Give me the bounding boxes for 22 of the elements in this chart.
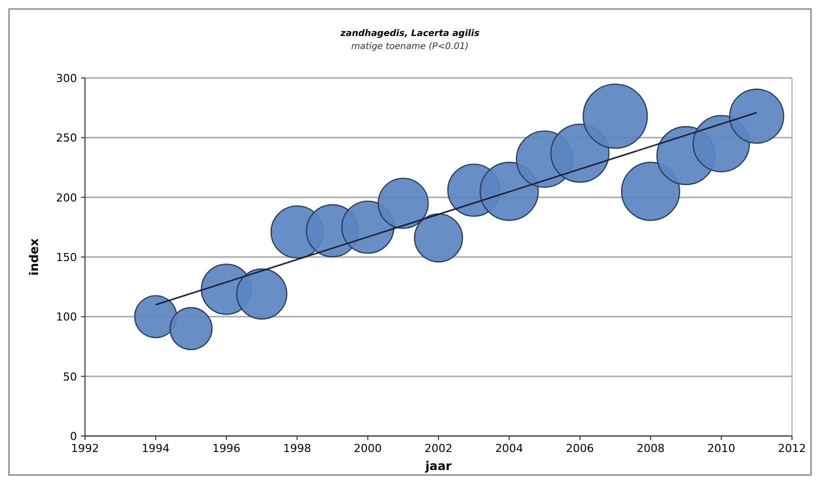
x-tick-label: 2012: [778, 442, 806, 455]
x-tick-label: 1994: [142, 442, 170, 455]
y-tick-label: 200: [56, 191, 77, 204]
chart-subtitle: matige toename (P<0.01): [351, 42, 469, 52]
y-tick-label: 300: [56, 72, 77, 85]
y-axis-title: index: [27, 238, 41, 276]
x-tick-label: 2002: [424, 442, 452, 455]
x-tick-label: 1996: [212, 442, 240, 455]
x-tick-label: 2000: [354, 442, 382, 455]
x-tick-label: 2010: [707, 442, 736, 455]
x-tick-label: 1992: [71, 442, 99, 455]
x-axis-title: jaar: [424, 459, 452, 473]
x-tick-label: 2006: [566, 442, 594, 455]
y-tick-label: 100: [56, 310, 77, 324]
y-tick-label: 250: [56, 132, 77, 145]
y-tick-label: 0: [70, 430, 77, 443]
x-tick-label: 2004: [495, 442, 524, 455]
x-tick-label: 1998: [283, 442, 312, 455]
y-tick-label: 150: [56, 251, 77, 264]
y-tick-label: 50: [63, 370, 77, 384]
chart-title: zandhagedis, Lacerta agilis: [340, 29, 480, 39]
x-tick-label: 2008: [636, 442, 665, 455]
